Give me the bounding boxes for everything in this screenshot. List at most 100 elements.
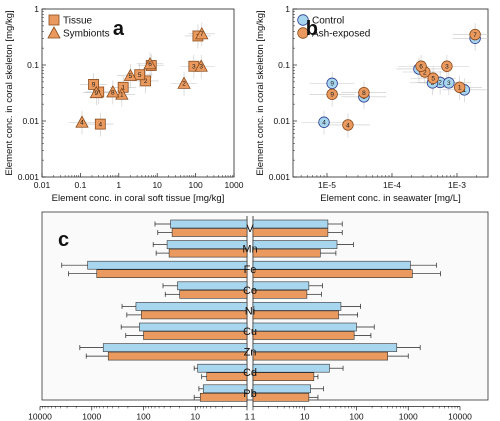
x-tick-label: 100: [189, 180, 203, 190]
ash-exposed-marker: [453, 81, 466, 93]
ash-exposed-marker: [342, 119, 354, 131]
ash-exposed-bar: [252, 269, 413, 279]
data-point-label: 6: [148, 61, 152, 68]
data-point-label: 2: [423, 69, 427, 76]
data-point-label: 2: [182, 81, 186, 88]
control-bar: [252, 322, 357, 332]
y-tick-label: 1: [34, 4, 39, 14]
panel-label: c: [58, 229, 69, 251]
legend-label: Symbionts: [63, 29, 110, 40]
control-bar: [252, 260, 411, 270]
ash-exposed-bar: [252, 372, 315, 382]
data-point-label: 8: [111, 89, 115, 96]
symbiont-marker: [106, 85, 120, 98]
data-point-label: 3: [192, 64, 196, 71]
ash-exposed-bar: [252, 310, 339, 320]
y-tick-label: 1: [285, 4, 290, 14]
data-point-label: 3: [199, 64, 203, 71]
x-tick-label: 1000: [82, 411, 101, 421]
control-bar: [252, 281, 310, 291]
element-label: Fe: [244, 264, 257, 276]
ash-exposed-marker: [441, 60, 453, 72]
element-label: Cu: [243, 326, 257, 338]
y-tick-label: 0.1: [278, 60, 290, 70]
control-bar: [170, 219, 248, 229]
ash-exposed-bar: [168, 248, 248, 258]
data-point-label: 5: [138, 72, 142, 79]
ash-exposed-bar: [96, 269, 248, 279]
x-tick-label: 10000: [28, 411, 52, 421]
legend-marker-circle: [297, 14, 309, 26]
data-point-label: 2: [144, 78, 148, 85]
ash-exposed-bar: [171, 228, 248, 237]
tissue-marker: [134, 69, 146, 81]
element-label: V: [246, 223, 254, 235]
ash-exposed-bar: [206, 372, 248, 382]
x-tick-label: 1: [251, 411, 256, 421]
element-label: Pb: [243, 388, 256, 400]
control-marker: [443, 77, 455, 89]
ash-exposed-marker: [427, 72, 439, 84]
symbiont-marker: [143, 56, 157, 70]
plot-frame: [292, 8, 489, 178]
data-point-label: 9: [95, 90, 99, 97]
legend-label: Control: [312, 16, 344, 27]
data-point-label: 9: [92, 82, 96, 89]
x-tick-label: 10000: [448, 411, 472, 421]
data-point-label: 1: [458, 85, 462, 92]
control-bar: [202, 384, 248, 394]
panel-b-chart: 1E-5 1E-4 1E-3 0.001 0.01 0.1 1 Element conc. i…: [255, 4, 489, 204]
tissue-marker: [88, 79, 99, 90]
x-tick-label: 1E-5: [318, 180, 336, 190]
control-bar: [252, 219, 329, 229]
data-point-label: 5: [431, 76, 435, 83]
y-axis-label: Element conc. in coral skeleton [mg/kg]: [4, 10, 15, 175]
ash-exposed-marker: [358, 87, 370, 99]
data-point-label: 5: [129, 73, 133, 80]
y-tick-label: 0.01: [22, 116, 39, 126]
x-tick-label: 1000: [399, 411, 418, 421]
ash-exposed-bar: [252, 351, 388, 361]
y-tick-label: 0.01: [273, 116, 290, 126]
legend-label: Ash-exposed: [312, 29, 370, 40]
data-point-label: 1: [121, 85, 125, 92]
control-marker: [318, 116, 330, 128]
tissue-marker: [94, 118, 106, 130]
control-bar: [102, 343, 248, 352]
data-point-label: 7: [200, 31, 204, 38]
x-tick-label: 1000: [225, 180, 244, 190]
symbiont-marker: [75, 115, 89, 128]
control-bar: [197, 363, 248, 373]
control-bar: [252, 384, 311, 394]
data-point-label: 2: [438, 80, 442, 87]
element-label: Co: [243, 285, 257, 297]
data-point-label: 3: [445, 64, 449, 71]
panel-label: a: [113, 18, 125, 40]
x-axis-label: Element conc. in coral soft tissue [mg/k…: [52, 193, 225, 204]
x-tick-label: 10: [152, 180, 162, 190]
control-bar: [139, 322, 248, 332]
ash-exposed-marker: [326, 88, 338, 100]
y-axis-label: Element conc. in coral skeleton [mg/kg]: [255, 10, 266, 175]
legend-marker-triangle: [47, 26, 61, 39]
data-point-label: 4: [346, 122, 350, 129]
data-point-label: 4: [80, 120, 84, 127]
symbiont-marker: [123, 68, 138, 81]
y-tick-label: 0.001: [18, 172, 40, 182]
control-bar: [177, 281, 248, 291]
data-point-label: 4: [98, 121, 102, 128]
symbiont-marker: [177, 76, 191, 89]
data-point-label: 1: [463, 87, 467, 94]
control-bar: [252, 363, 330, 373]
x-tick-label: 0.1: [74, 180, 86, 190]
data-point-label: 6: [419, 64, 423, 71]
x-tick-label: 10: [191, 411, 201, 421]
data-point-label: 7: [473, 32, 477, 39]
x-tick-label: 100: [136, 411, 150, 421]
element-label: Cd: [243, 367, 257, 379]
x-tick-label: 10: [300, 411, 310, 421]
ash-exposed-bar: [141, 310, 248, 320]
legend-marker-square: [48, 14, 60, 26]
element-label: Ni: [245, 305, 255, 317]
